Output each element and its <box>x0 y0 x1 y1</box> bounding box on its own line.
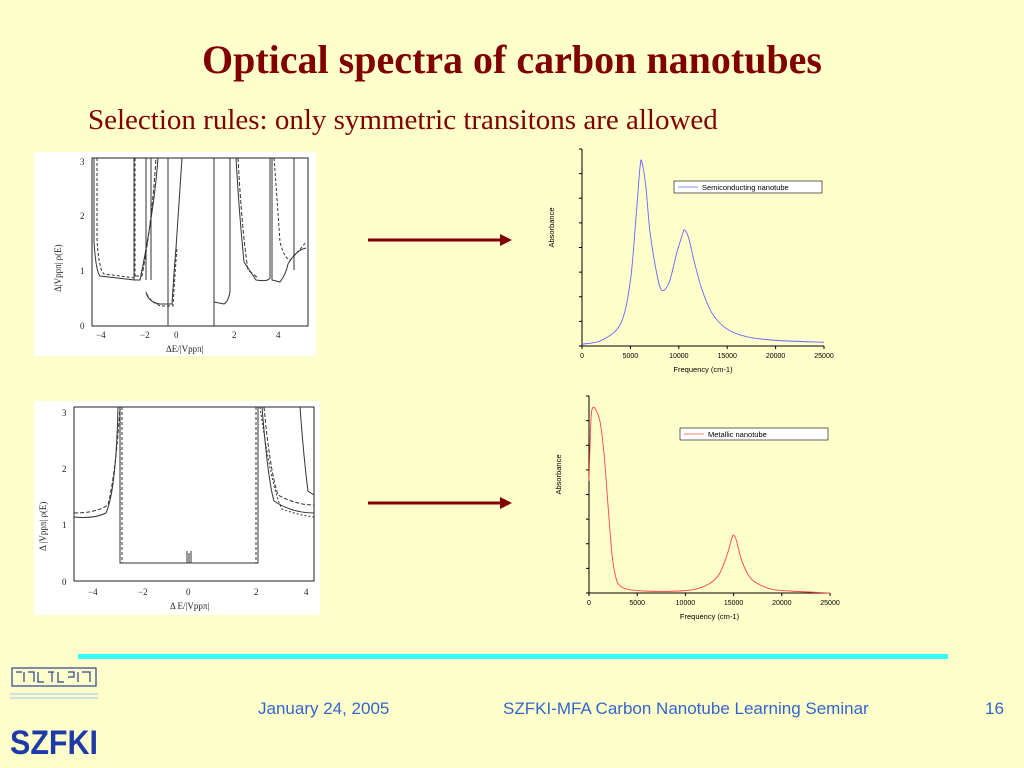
dos2-ytick-1: 1 <box>62 520 67 530</box>
dos-plot-metallic: 0 1 2 3 −4 −2 0 2 4 Δ E/|Vppπ| Δ |Vppπ| … <box>34 401 320 615</box>
dos2-xtick-2: 0 <box>186 587 191 597</box>
legend-label: Metallic nanotube <box>708 430 767 439</box>
x-tick-label: 10000 <box>676 600 696 607</box>
dos1-ytick-3: 3 <box>80 157 85 167</box>
szfki-logo-icon: SZFKI <box>10 667 98 760</box>
y-axis-label: Absorbance <box>547 207 556 247</box>
dos1-ylabel: Δ|Vppπ| ρ(E) <box>53 244 63 292</box>
x-tick-label: 20000 <box>766 353 786 360</box>
x-tick-label: 5000 <box>623 353 639 360</box>
logo-text: SZFKI <box>10 724 98 760</box>
x-axis-label: Frequency (cm-1) <box>680 612 740 621</box>
series-line-0 <box>581 159 825 345</box>
dos1-xlabel: ΔE/|Vppπ| <box>166 344 204 354</box>
dos1-xtick-3: 2 <box>232 330 237 340</box>
dos1-xtick-4: 4 <box>276 330 281 340</box>
dos1-ytick-2: 2 <box>80 211 85 221</box>
dos1-xtick-1: −2 <box>140 330 150 340</box>
dos2-ylabel: Δ |Vppπ| ρ(E) <box>38 502 48 551</box>
dos-plot-semiconducting: 0 1 2 3 −4 −2 0 2 4 ΔE/|Vppπ| Δ|Vppπ| ρ(… <box>34 152 316 356</box>
x-tick-label: 25000 <box>820 600 840 607</box>
dos2-xtick-4: 4 <box>304 587 309 597</box>
dos1-ytick-0: 0 <box>80 321 85 331</box>
legend-box <box>673 180 823 194</box>
dos2-xtick-3: 2 <box>254 587 259 597</box>
legend-label: Semiconducting nanotube <box>702 183 789 192</box>
dos1-ytick-1: 1 <box>80 266 85 276</box>
footer-divider <box>78 654 948 659</box>
x-tick-label: 0 <box>580 353 584 360</box>
x-tick-label: 0 <box>587 600 591 607</box>
x-tick-label: 15000 <box>717 353 737 360</box>
dos2-xtick-1: −2 <box>138 587 148 597</box>
slide-title: Optical spectra of carbon nanotubes <box>202 37 822 82</box>
arrow-right-icon <box>368 497 512 509</box>
absorbance-chart-metallic: 0 5000 10000 15000 20000 25000 Frequency (cm-1… <box>554 395 840 621</box>
x-tick-label: 15000 <box>724 600 744 607</box>
x-tick-label: 20000 <box>772 600 792 607</box>
dos1-xtick-0: −4 <box>96 330 106 340</box>
y-axis-label: Absorbance <box>554 454 563 494</box>
x-axis-label: Frequency (cm-1) <box>673 365 733 374</box>
footer-page-number: 16 <box>985 699 1004 718</box>
absorbance-chart-semiconducting: 0 5000 10000 15000 20000 25000 Frequency (cm-1… <box>547 148 834 374</box>
x-tick-label: 10000 <box>669 353 689 360</box>
slide-subtitle: Selection rules: only symmetric transito… <box>88 104 718 136</box>
dos2-ytick-2: 2 <box>62 464 67 474</box>
dos1-xtick-2: 0 <box>174 330 179 340</box>
series-line-0 <box>588 406 831 594</box>
x-tick-label: 5000 <box>629 600 645 607</box>
x-tick-label: 25000 <box>814 353 834 360</box>
arrow-right-icon <box>368 234 512 246</box>
footer-date: January 24, 2005 <box>258 699 390 718</box>
dos2-ytick-3: 3 <box>62 408 67 418</box>
footer-seminar-title: SZFKI-MFA Carbon Nanotube Learning Semin… <box>503 699 869 718</box>
legend-box <box>679 427 829 441</box>
dos2-xtick-0: −4 <box>88 587 98 597</box>
dos2-ytick-0: 0 <box>62 577 67 587</box>
dos2-xlabel: Δ E/|Vppπ| <box>170 601 209 611</box>
